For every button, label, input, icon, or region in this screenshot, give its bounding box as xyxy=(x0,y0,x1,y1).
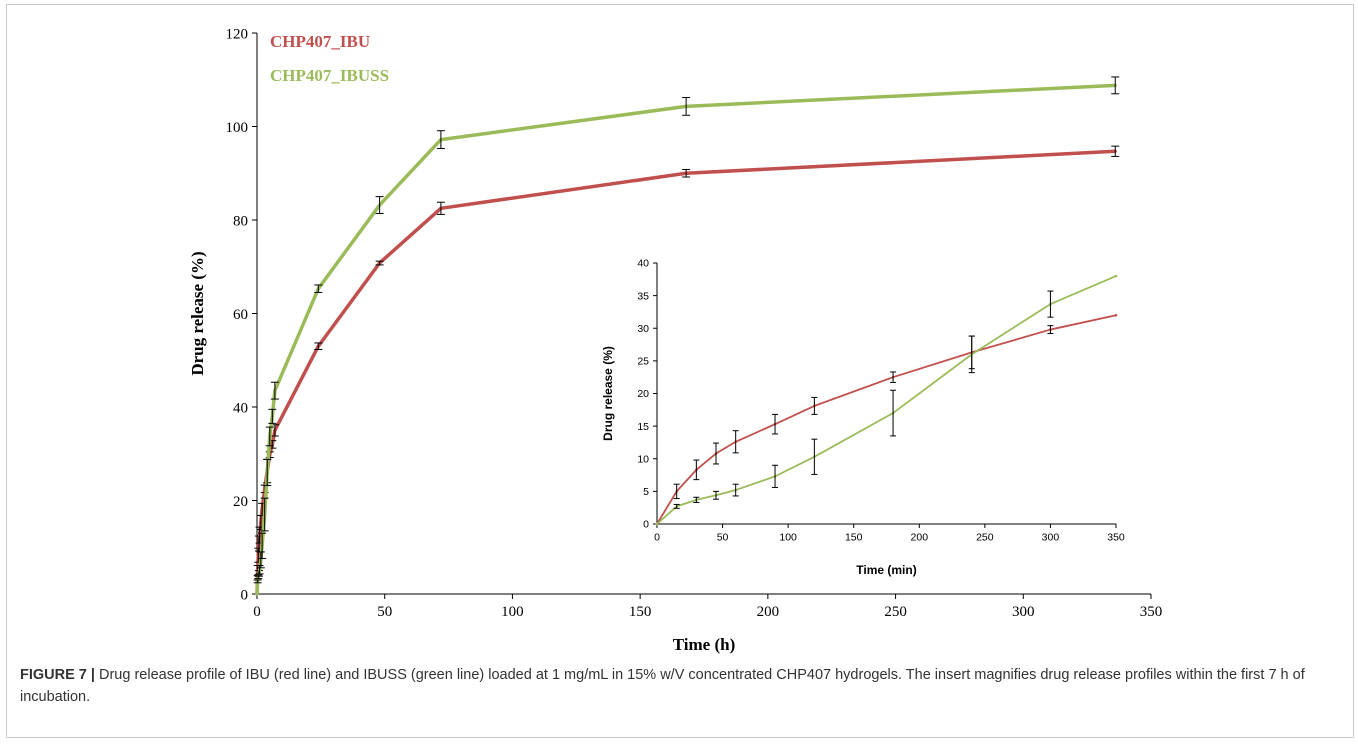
caption-label: FIGURE 7 | xyxy=(20,667,95,683)
main-x-tick-label: 350 xyxy=(1140,604,1163,620)
main-series-ibu-error-bar xyxy=(375,260,384,266)
main-y-tick-label: 80 xyxy=(233,213,248,229)
inset-y-tick-label: 25 xyxy=(637,356,649,368)
main-series-ibuss-error-bar xyxy=(253,579,262,584)
main-series-ibuss-error-bar xyxy=(682,97,691,116)
inset-series-ibu-error-bar xyxy=(713,442,720,465)
main-series-ibu-error-bar xyxy=(314,342,323,350)
main-y-tick-label: 20 xyxy=(233,494,248,510)
caption-text: Drug release profile of IBU (red line) a… xyxy=(20,667,1305,705)
inset-series-ibuss-error-bar xyxy=(968,335,975,374)
inset-series-ibuss-point xyxy=(655,522,659,526)
main-y-axis-label: Drug release (%) xyxy=(188,251,207,375)
main-chart: 0 50 100 150 200 250 300 350020406080100120Time… xyxy=(188,26,1162,654)
inset-series-ibu-error-bar xyxy=(811,396,818,415)
main-series-ibuss-error-bar xyxy=(260,497,269,532)
main-series-ibuss-error-bar xyxy=(263,458,272,487)
inset-x-tick-label: 200 xyxy=(911,532,929,544)
main-x-tick-label: 0 xyxy=(253,604,261,620)
main-legend-ibuss: CHP407_IBUSS xyxy=(270,66,389,85)
figure-chart-area: 0 50 100 150 200 250 300 350020406080100120Time… xyxy=(188,26,1162,654)
main-series-ibu-error-bar xyxy=(436,201,445,215)
main-series-ibu-error-bar xyxy=(682,169,691,178)
inset-chart: 0 50 100 150 200 250 300 350 0 5 10 15 20 25 30 35 40 Tim… xyxy=(601,258,1125,577)
main-x-tick-label: 250 xyxy=(884,604,907,620)
inset-y-tick-label: 20 xyxy=(637,388,649,400)
main-series-ibuss-error-bar xyxy=(268,408,277,424)
inset-x-tick-label: 100 xyxy=(779,532,797,544)
inset-series-ibu-error-bar xyxy=(693,459,700,481)
main-series-ibuss-error-bar xyxy=(265,426,274,447)
main-y-tick-label: 120 xyxy=(226,26,249,42)
inset-x-tick-label: 350 xyxy=(1107,532,1125,544)
main-y-tick-label: 40 xyxy=(233,400,248,416)
inset-series-ibuss-error-bar xyxy=(693,496,700,503)
main-series-ibuss-error-bar xyxy=(258,532,267,559)
inset-series-ibu-error-bar xyxy=(673,483,680,500)
inset-series-ibuss-error-bar xyxy=(811,438,818,475)
main-series-ibuss-error-bar xyxy=(314,284,323,293)
inset-y-tick-label: 5 xyxy=(643,486,649,498)
main-series-ibuss-error-bar xyxy=(375,196,384,214)
main-series-ibuss-error-bar xyxy=(436,130,445,149)
main-series-ibuss-error-bar xyxy=(1111,76,1120,95)
main-x-tick-label: 100 xyxy=(501,604,524,620)
main-series-ibuss-error-bar xyxy=(256,551,265,569)
inset-y-tick-label: 40 xyxy=(637,258,649,270)
inset-series-ibu-point xyxy=(1114,313,1118,317)
main-series-ibuss-error-bar xyxy=(270,381,279,400)
figure-frame xyxy=(6,4,1354,738)
main-series-ibuss-point xyxy=(255,592,259,596)
inset-series-ibuss-line xyxy=(656,275,1117,525)
inset-x-tick-label: 250 xyxy=(976,532,994,544)
inset-x-tick-label: 0 xyxy=(654,532,660,544)
inset-series-ibu-error-bar xyxy=(1047,325,1054,334)
inset-x-tick-label: 300 xyxy=(1042,532,1060,544)
main-x-tick-label: 150 xyxy=(629,604,652,620)
main-y-tick-label: 0 xyxy=(241,587,249,603)
inset-series-ibuss-error-bar xyxy=(732,483,739,497)
main-x-tick-label: 300 xyxy=(1012,604,1035,620)
inset-y-tick-label: 0 xyxy=(643,519,649,531)
main-series-ibu-line xyxy=(255,149,1116,595)
inset-series-ibu-error-bar xyxy=(732,430,739,454)
inset-y-tick-label: 35 xyxy=(637,290,649,302)
inset-series-ibuss-error-bar xyxy=(713,490,720,500)
inset-x-axis-label: Time (min) xyxy=(856,563,916,577)
figure-caption: FIGURE 7 | Drug release profile of IBU (… xyxy=(20,664,1338,708)
inset-series-ibuss-error-bar xyxy=(673,503,680,509)
inset-y-tick-label: 15 xyxy=(637,421,649,433)
main-series-ibu-error-bar xyxy=(1111,145,1120,157)
inset-y-tick-label: 30 xyxy=(637,323,649,335)
inset-series-ibuss-error-bar xyxy=(890,389,897,437)
main-series-ibuss-line xyxy=(255,83,1116,595)
inset-x-tick-label: 50 xyxy=(717,532,729,544)
inset-y-tick-label: 10 xyxy=(637,453,649,465)
inset-series-ibuss-error-bar xyxy=(772,464,779,488)
main-series-ibuss-error-bar xyxy=(255,564,264,575)
inset-series-ibu-error-bar xyxy=(890,371,897,383)
inset-series-ibuss-point xyxy=(1114,274,1118,278)
main-y-tick-label: 100 xyxy=(226,120,249,136)
inset-y-axis-label: Drug release (%) xyxy=(601,346,615,441)
main-legend-ibu: CHP407_IBU xyxy=(270,32,370,51)
main-x-axis-label: Time (h) xyxy=(673,635,736,654)
inset-series-ibuss-error-bar xyxy=(1047,290,1054,318)
main-x-tick-label: 200 xyxy=(757,604,780,620)
inset-series-ibu-error-bar xyxy=(772,413,779,435)
inset-x-tick-label: 150 xyxy=(845,532,863,544)
main-y-tick-label: 60 xyxy=(233,307,248,323)
main-x-tick-label: 50 xyxy=(377,604,392,620)
